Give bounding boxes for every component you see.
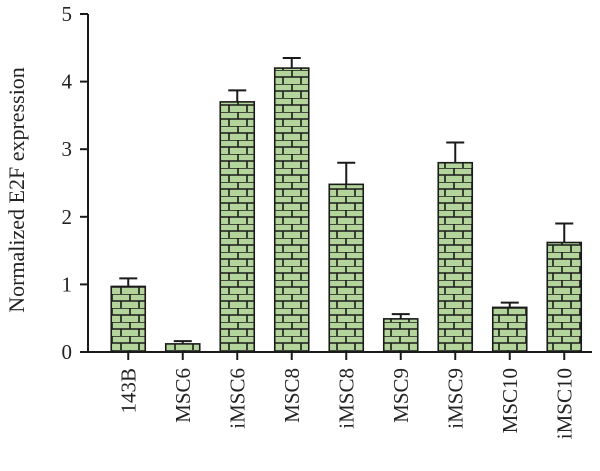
x-tick-label: MSC10 [498,368,522,433]
y-tick-label: 0 [62,340,73,364]
x-tick-label: MSC6 [171,368,195,423]
x-tick-label: iMSC9 [443,368,467,429]
y-tick-label: 1 [62,272,73,296]
x-tick-label: 143B [116,368,140,414]
y-axis: 0 1 2 3 4 5 [62,2,89,364]
bar-msc8 [273,67,310,353]
bar-imsc6 [219,101,256,353]
bar-imsc9 [437,161,474,353]
y-tick-label: 5 [62,2,73,26]
y-tick-label: 4 [62,70,73,94]
bar-msc9 [382,318,419,353]
x-tick-label: MSC8 [280,368,304,423]
x-axis: 143B MSC6 iMSC6 MSC8 iMSC8 MSC9 iMSC9 MSC10 iMSC… [88,351,592,439]
x-tick-label: iMSC6 [225,368,249,429]
bar-143b [110,285,147,353]
bar-msc6 [164,343,201,353]
bars-group [110,56,583,353]
bar-imsc10 [546,241,583,353]
bar-msc10 [491,306,528,353]
x-tick-label: iMSC8 [334,368,358,429]
y-tick-label: 3 [62,137,73,161]
x-tick-label: iMSC10 [552,368,576,439]
bar-imsc8 [328,183,365,353]
x-tick-label: MSC9 [389,368,413,423]
y-axis-title: Normalized E2F expression [4,67,29,313]
y-tick-label: 2 [62,205,73,229]
